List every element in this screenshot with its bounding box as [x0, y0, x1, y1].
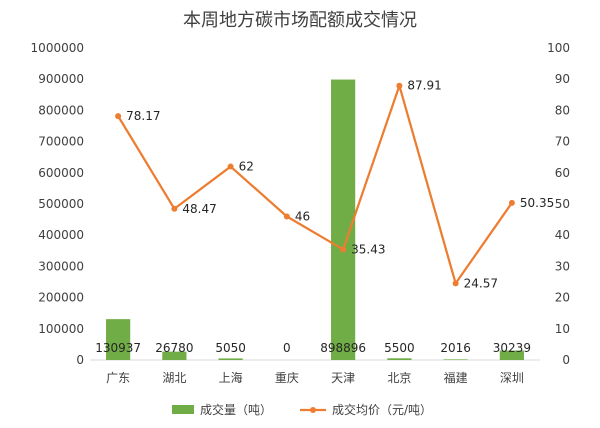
- y-left-tick-label: 300000: [38, 259, 84, 273]
- line-point: [508, 199, 515, 206]
- line-value-label: 24.57: [464, 276, 498, 290]
- line-point: [227, 163, 234, 170]
- line-value-label: 62: [239, 160, 254, 174]
- bar-value-label: 898896: [320, 341, 366, 355]
- line-value-label: 50.35: [520, 196, 554, 210]
- legend: 成交量（吨） 成交均价（元/吨）: [172, 402, 432, 417]
- legend-swatch-marker: [310, 407, 316, 413]
- bar-value-label: 2016: [440, 341, 471, 355]
- x-category-label: 广东: [106, 371, 130, 385]
- y-left-tick-label: 100000: [38, 322, 84, 336]
- y-right-tick-label: 10: [555, 322, 570, 336]
- legend-label-bar: 成交量（吨）: [200, 402, 272, 417]
- line-point: [452, 280, 459, 287]
- x-category-label: 重庆: [275, 371, 299, 385]
- legend-swatch-bar: [172, 405, 194, 414]
- line-value-label: 87.91: [407, 79, 441, 93]
- y-right-tick-label: 40: [555, 228, 570, 242]
- y-right-tick-label: 60: [555, 166, 570, 180]
- y-right-tick-label: 20: [555, 291, 570, 305]
- line-point: [171, 205, 178, 212]
- bar: [331, 79, 356, 361]
- legend-label-line: 成交均价（元/吨）: [332, 402, 432, 417]
- y-right-tick-label: 100: [547, 41, 570, 55]
- data-labels-layer: 130937 26780 5050 0 898896 5500 2016 30239 78.17…: [95, 79, 554, 355]
- axes-layer: 0100000200000300000400000500000600000700…: [31, 41, 570, 385]
- bars-layer: [106, 79, 524, 361]
- x-category-label: 湖北: [162, 370, 186, 385]
- bar-value-label: 26780: [155, 341, 193, 355]
- y-right-tick-label: 80: [555, 103, 570, 117]
- line-value-label: 46: [295, 209, 310, 223]
- y-left-tick-label: 0: [76, 353, 84, 367]
- line-value-label: 48.47: [182, 202, 216, 216]
- line-point: [283, 213, 290, 220]
- y-left-tick-label: 200000: [38, 291, 84, 305]
- bar-value-label: 5500: [384, 341, 415, 355]
- x-category-label: 深圳: [500, 371, 524, 385]
- y-left-tick-label: 500000: [38, 197, 84, 211]
- x-category-label: 福建: [444, 370, 468, 385]
- y-left-tick-label: 1000000: [31, 41, 84, 55]
- y-right-tick-label: 0: [562, 353, 570, 367]
- y-left-tick-label: 700000: [38, 135, 84, 149]
- price-line: [117, 84, 513, 285]
- y-left-tick-label: 900000: [38, 72, 84, 86]
- chart-title: 本周地方碳市场配额成交情况: [183, 10, 417, 31]
- y-left-tick-label: 800000: [38, 103, 84, 117]
- y-right-tick-label: 70: [555, 135, 570, 149]
- line-value-label: 35.43: [351, 242, 385, 256]
- x-category-label: 上海: [219, 370, 243, 385]
- line-point: [396, 82, 403, 89]
- y-right-tick-label: 90: [555, 72, 570, 86]
- bar: [106, 319, 131, 360]
- y-left-tick-label: 400000: [38, 228, 84, 242]
- bar-value-label: 30239: [493, 341, 531, 355]
- bar: [218, 358, 243, 360]
- bar: [443, 359, 468, 360]
- line-point: [340, 246, 347, 253]
- line-point: [115, 113, 122, 120]
- bar-value-label: 130937: [95, 341, 141, 355]
- bar: [499, 350, 524, 360]
- line-value-label: 78.17: [126, 109, 160, 123]
- y-right-tick-label: 50: [555, 197, 570, 211]
- bar-value-label: 5050: [215, 341, 246, 355]
- y-right-tick-label: 30: [555, 259, 570, 273]
- bar-value-label: 0: [283, 341, 291, 355]
- x-category-label: 北京: [387, 371, 411, 385]
- y-left-tick-label: 600000: [38, 166, 84, 180]
- bar: [387, 358, 412, 360]
- x-category-label: 天津: [331, 371, 355, 385]
- line-layer: [115, 82, 515, 287]
- bar: [162, 351, 187, 360]
